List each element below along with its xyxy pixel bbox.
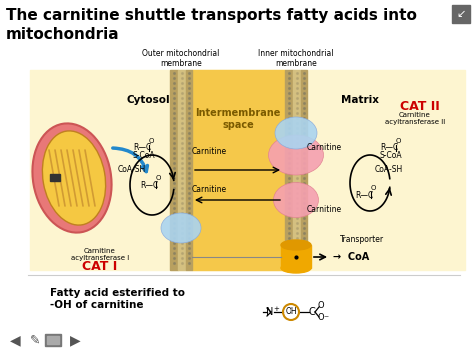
Text: O: O <box>155 175 161 181</box>
Bar <box>45 334 61 346</box>
Ellipse shape <box>275 117 317 149</box>
Text: S-CoA: S-CoA <box>133 152 155 160</box>
Text: Matrix: Matrix <box>341 95 379 105</box>
Text: ⁻: ⁻ <box>323 314 328 324</box>
Text: R—C: R—C <box>355 190 373 200</box>
Ellipse shape <box>281 240 311 250</box>
Text: R—C: R—C <box>133 143 151 153</box>
Text: R—C: R—C <box>380 143 398 153</box>
Ellipse shape <box>268 135 323 175</box>
Ellipse shape <box>161 213 201 243</box>
Ellipse shape <box>273 183 319 217</box>
Text: O: O <box>370 185 376 191</box>
Bar <box>192 70 285 270</box>
Text: N: N <box>266 307 273 317</box>
Bar <box>30 70 465 270</box>
Text: Inner mitochondrial
membrane: Inner mitochondrial membrane <box>258 48 334 68</box>
Text: Carnitine
acyltransferase I: Carnitine acyltransferase I <box>71 248 129 261</box>
Ellipse shape <box>32 124 111 233</box>
Text: O: O <box>148 138 154 144</box>
Text: CoA-SH: CoA-SH <box>118 166 146 175</box>
Bar <box>47 336 59 344</box>
Text: Fatty acid esterified to: Fatty acid esterified to <box>50 288 185 298</box>
Text: O: O <box>395 138 401 144</box>
Text: →  CoA: → CoA <box>333 252 369 262</box>
Text: Carnitine: Carnitine <box>307 143 342 153</box>
Ellipse shape <box>42 131 106 225</box>
Bar <box>281 245 311 268</box>
Text: Carnitine: Carnitine <box>307 206 342 215</box>
Bar <box>293 70 301 270</box>
Text: Carnitine
acyltransferase II: Carnitine acyltransferase II <box>385 112 445 125</box>
Text: S-CoA: S-CoA <box>380 152 402 160</box>
Text: OH: OH <box>285 308 297 316</box>
Text: ↙: ↙ <box>456 9 465 19</box>
Text: O: O <box>318 314 324 322</box>
Bar <box>301 70 307 270</box>
Bar <box>285 70 293 270</box>
Text: The carnitine shuttle transports fatty acids into
mitochondria: The carnitine shuttle transports fatty a… <box>6 8 417 42</box>
Text: CAT I: CAT I <box>82 260 118 273</box>
Text: Carnitine: Carnitine <box>192 185 227 194</box>
Text: Transporter: Transporter <box>340 235 384 245</box>
Text: ◀: ◀ <box>9 333 20 347</box>
Text: O: O <box>318 302 324 310</box>
Text: Intermembrane
space: Intermembrane space <box>195 108 281 130</box>
Bar <box>170 70 178 270</box>
Bar <box>50 174 60 181</box>
Text: Outer mitochondrial
membrane: Outer mitochondrial membrane <box>142 48 219 68</box>
Text: Carnitine: Carnitine <box>192 148 227 156</box>
Ellipse shape <box>281 263 311 273</box>
Text: R—C: R—C <box>140 181 158 189</box>
Text: CAT II: CAT II <box>400 100 440 113</box>
Text: ▶: ▶ <box>70 333 80 347</box>
Text: +: + <box>273 306 279 312</box>
Text: -OH of carnitine: -OH of carnitine <box>50 300 144 310</box>
Bar <box>452 5 470 23</box>
Text: ✎: ✎ <box>30 333 40 347</box>
Bar <box>186 70 192 270</box>
Text: C: C <box>309 307 315 317</box>
Text: Cytosol: Cytosol <box>126 95 170 105</box>
Text: CoA-SH: CoA-SH <box>375 166 403 175</box>
Bar <box>178 70 186 270</box>
